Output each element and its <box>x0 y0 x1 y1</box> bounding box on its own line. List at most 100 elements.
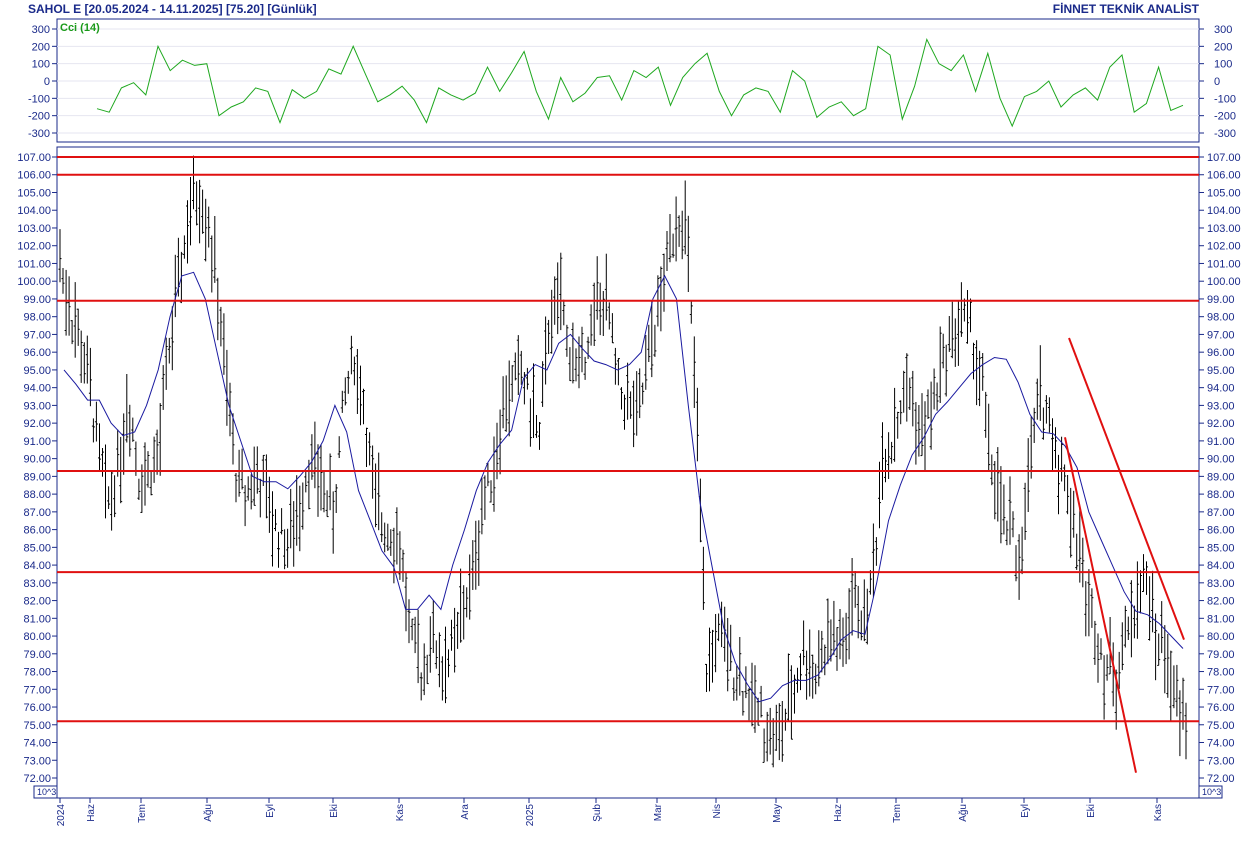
price-tick-label: 90.00 <box>1207 454 1235 466</box>
price-tick-label: 104.00 <box>1207 205 1241 217</box>
price-tick-label: 74.00 <box>1207 738 1235 750</box>
x-tick-label: May <box>772 804 783 823</box>
x-tick-label: Kas <box>395 804 406 821</box>
x-tick-label: 2025 <box>525 804 536 827</box>
x-tick-label: Ağu <box>203 804 214 822</box>
cci-tick-label: 300 <box>32 24 50 36</box>
price-tick-label: 78.00 <box>1207 667 1235 679</box>
price-tick-label: 103.00 <box>1207 223 1241 235</box>
price-tick-label: 82.00 <box>1207 596 1235 608</box>
price-tick-label: 75.00 <box>1207 720 1235 732</box>
price-tick-label: 72.00 <box>1207 773 1235 785</box>
unit-box-right: 10^3 <box>1198 785 1223 799</box>
price-tick-label: 98.00 <box>23 312 51 324</box>
price-tick-label: 89.00 <box>23 471 51 483</box>
cci-tick-label: -100 <box>28 93 50 105</box>
price-tick-label: 83.00 <box>1207 578 1235 590</box>
price-tick-label: 76.00 <box>23 702 51 714</box>
x-tick-label: Haz <box>86 804 97 822</box>
cci-tick-label: 0 <box>1214 76 1220 88</box>
price-tick-label: 81.00 <box>1207 613 1235 625</box>
price-tick-label: 105.00 <box>17 187 51 199</box>
price-tick-label: 96.00 <box>1207 347 1235 359</box>
cci-series-line <box>96 37 1184 128</box>
cci-y-axis-right: 300 200 100 0 -100 -200 -300 <box>1199 24 1236 140</box>
price-tick-label: 88.00 <box>1207 489 1235 501</box>
price-tick-label: 80.00 <box>1207 631 1235 643</box>
price-tick-label: 95.00 <box>23 365 51 377</box>
price-tick-label: 79.00 <box>1207 649 1235 661</box>
price-tick-label: 77.00 <box>23 684 51 696</box>
trend-lines <box>1064 337 1185 773</box>
x-tick-label: Tem <box>892 804 903 823</box>
svg-text:10^3: 10^3 <box>37 787 56 797</box>
cci-tick-label: 100 <box>1214 59 1232 71</box>
price-tick-label: 105.00 <box>1207 187 1241 199</box>
price-tick-label: 88.00 <box>23 489 51 501</box>
trend-line <box>1064 437 1137 773</box>
price-tick-label: 95.00 <box>1207 365 1235 377</box>
price-tick-label: 107.00 <box>17 152 51 164</box>
price-tick-label: 74.00 <box>23 738 51 750</box>
x-tick-label: Nis <box>712 804 723 818</box>
x-tick-label: Eki <box>1086 804 1097 818</box>
x-tick-label: Şub <box>592 804 603 822</box>
price-tick-label: 87.00 <box>1207 507 1235 519</box>
cci-tick-label: -300 <box>1214 128 1236 140</box>
cci-tick-label: 200 <box>32 41 50 53</box>
price-tick-label: 86.00 <box>1207 525 1235 537</box>
price-tick-label: 81.00 <box>23 613 51 625</box>
cci-tick-label: -200 <box>1214 111 1236 123</box>
price-tick-label: 75.00 <box>23 720 51 732</box>
x-tick-label: Eyl <box>265 804 276 818</box>
price-tick-label: 106.00 <box>1207 170 1241 182</box>
price-tick-label: 86.00 <box>23 525 51 537</box>
price-tick-label: 83.00 <box>23 578 51 590</box>
price-tick-label: 96.00 <box>23 347 51 359</box>
cci-tick-label: -100 <box>1214 93 1236 105</box>
price-tick-label: 99.00 <box>1207 294 1235 306</box>
price-tick-label: 84.00 <box>1207 560 1235 572</box>
price-tick-label: 73.00 <box>1207 755 1235 767</box>
x-tick-label: Mar <box>653 803 664 821</box>
price-tick-label: 77.00 <box>1207 684 1235 696</box>
svg-text:10^3: 10^3 <box>1202 787 1221 797</box>
price-y-axis-right: 72.00 73.00 74.00 75.00 76.00 77.00 78.00 79.00… <box>1199 152 1241 785</box>
cci-legend: Cci (14) <box>60 22 100 34</box>
x-tick-label: Eki <box>329 804 340 818</box>
x-tick-label: Eyl <box>1020 804 1031 818</box>
price-tick-label: 73.00 <box>23 755 51 767</box>
price-tick-label: 104.00 <box>17 205 51 217</box>
x-tick-label: Ara <box>460 804 471 820</box>
x-tick-label: Haz <box>833 804 844 822</box>
x-tick-label: Ağu <box>958 804 969 822</box>
price-tick-label: 85.00 <box>23 542 51 554</box>
cci-tick-label: 300 <box>1214 24 1232 36</box>
cci-y-axis-left: 300 200 100 0 -100 -200 -300 <box>28 24 57 140</box>
cci-tick-label: -300 <box>28 128 50 140</box>
chart-title: SAHOL E [20.05.2024 - 14.11.2025] [75.20… <box>28 2 317 16</box>
price-tick-label: 79.00 <box>23 649 51 661</box>
price-tick-label: 90.00 <box>23 454 51 466</box>
price-tick-label: 97.00 <box>23 329 51 341</box>
support-resistance-levels <box>57 156 1199 723</box>
date-range: [20.05.2024 - 14.11.2025] <box>84 2 223 16</box>
price-tick-label: 102.00 <box>1207 241 1241 253</box>
price-tick-label: 100.00 <box>1207 276 1241 288</box>
price-tick-label: 72.00 <box>23 773 51 785</box>
price-tick-label: 89.00 <box>1207 471 1235 483</box>
price-tick-label: 76.00 <box>1207 702 1235 714</box>
price-tick-label: 106.00 <box>17 170 51 182</box>
unit-box-left: 10^3 <box>33 785 58 799</box>
price-tick-label: 101.00 <box>1207 258 1241 270</box>
price-tick-label: 94.00 <box>23 383 51 395</box>
price-tick-label: 91.00 <box>23 436 51 448</box>
symbol: SAHOL E <box>28 2 82 16</box>
price-tick-label: 78.00 <box>23 667 51 679</box>
price-tick-label: 92.00 <box>23 418 51 430</box>
price-tick-label: 99.00 <box>23 294 51 306</box>
brand-label: FİNNET TEKNİK ANALİST <box>1052 2 1199 16</box>
x-tick-label: Tem <box>137 804 148 823</box>
price-tick-label: 101.00 <box>17 258 51 270</box>
